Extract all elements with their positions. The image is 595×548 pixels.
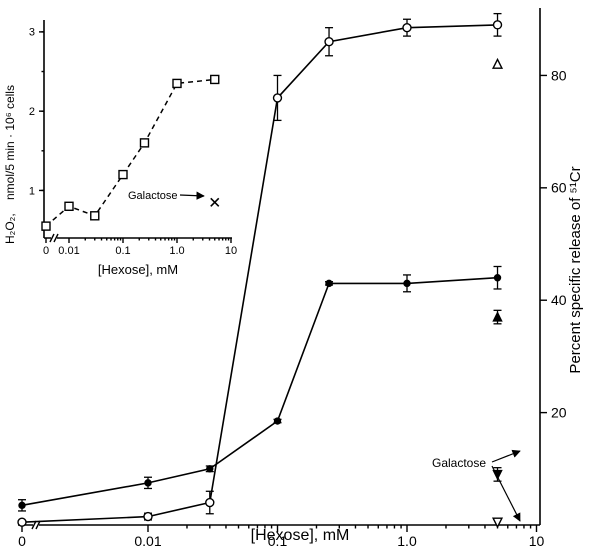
main-series-line [21, 24, 498, 523]
inset-x-axis-label: [Hexose], mM [98, 262, 178, 277]
galactose-arrow-upper [491, 449, 521, 463]
main-y-axis-label: Percent specific release of ⁵¹Cr [567, 166, 584, 373]
main-data-point [325, 279, 333, 288]
inset-data-point [139, 138, 150, 148]
inset-x-tick-label: 0.1 [115, 245, 130, 257]
main-data-point [143, 511, 153, 522]
main-extra-point-open-triangle [491, 57, 504, 69]
inset-x-tick-label: 1.0 [169, 245, 184, 257]
main-data-point [273, 417, 282, 425]
main-x-tick-label: 1.0 [397, 533, 417, 548]
inset-series-open-square [41, 74, 220, 231]
main-x-tick-label: 0.1 [268, 533, 288, 548]
galactose-arrow-lower [491, 465, 521, 522]
inset-y-axis-prefix: H₂O₂, [3, 213, 17, 244]
main-x-tick-label: 10 [529, 533, 545, 548]
inset-data-point [172, 78, 182, 89]
inset-y-tick-label: 2 [29, 106, 35, 118]
main-data-point [272, 93, 283, 103]
main-x-axis-label: [Hexose], mM [251, 527, 350, 544]
main-x-ticks: 0 0.01 0.1 1.0 10 [18, 525, 544, 548]
main-data-point [17, 517, 27, 527]
inset-data-point [210, 74, 220, 85]
main-axes [18, 8, 541, 530]
main-y-tick-label: 40 [551, 292, 567, 308]
inset-data-point [90, 211, 100, 221]
inset-y-axis-label: nmol/5 min · 10⁶ cells [3, 85, 17, 200]
galactose-annotation: Galactose [432, 456, 486, 470]
main-series [17, 12, 503, 527]
inset-extra-points [210, 197, 220, 207]
inset-data-point [118, 169, 128, 180]
main-x-tick-label: 0 [18, 533, 26, 548]
main-data-point [144, 479, 152, 487]
main-data-point [403, 279, 411, 288]
inset-y-ticks: 1 2 3 [29, 27, 44, 231]
main-extra-point-open-triangle-down [491, 517, 504, 529]
main-data-point [205, 497, 215, 508]
main-y-tick-label: 20 [551, 405, 567, 421]
main-data-point [492, 20, 503, 30]
main-data-point [402, 22, 412, 33]
main-extra-points [491, 57, 504, 529]
main-y-tick-label: 60 [551, 180, 567, 196]
inset-chart: 0 0.01 0.1 1.0 10 1 2 3 [Hexose], mM H₂O₂, nmo… [3, 20, 237, 277]
main-data-point [324, 37, 334, 47]
inset-data-point [64, 201, 74, 211]
main-series-open-circle [17, 12, 503, 527]
main-data-point [493, 274, 502, 282]
inset-data-point [41, 221, 51, 231]
main-y-tick-label: 80 [551, 67, 567, 83]
inset-x-tick-label: 0.01 [58, 245, 79, 257]
inset-series [41, 74, 220, 231]
main-series-line [21, 276, 498, 507]
inset-extra-point-cross [210, 197, 220, 207]
inset-galactose-annotation: Galactose [128, 190, 178, 202]
inset-y-tick-label: 3 [29, 27, 35, 39]
main-series-filled-circle [18, 265, 502, 512]
inset-x-tick-label: 0 [43, 245, 49, 257]
main-data-point [18, 501, 26, 510]
inset-y-tick-label: 1 [29, 185, 35, 197]
main-extra-point-filled-triangle [492, 311, 503, 322]
inset-galactose-arrow [179, 191, 205, 200]
main-y-ticks: 20 40 60 80 [540, 67, 567, 421]
inset-x-axis-break [49, 233, 59, 243]
inset-axes [43, 20, 232, 243]
main-data-point [206, 465, 214, 473]
inset-x-tick-label: 10 [225, 245, 237, 257]
main-x-tick-label: 0.01 [134, 533, 161, 548]
inset-x-ticks: 0 0.01 0.1 1.0 10 [43, 238, 237, 257]
